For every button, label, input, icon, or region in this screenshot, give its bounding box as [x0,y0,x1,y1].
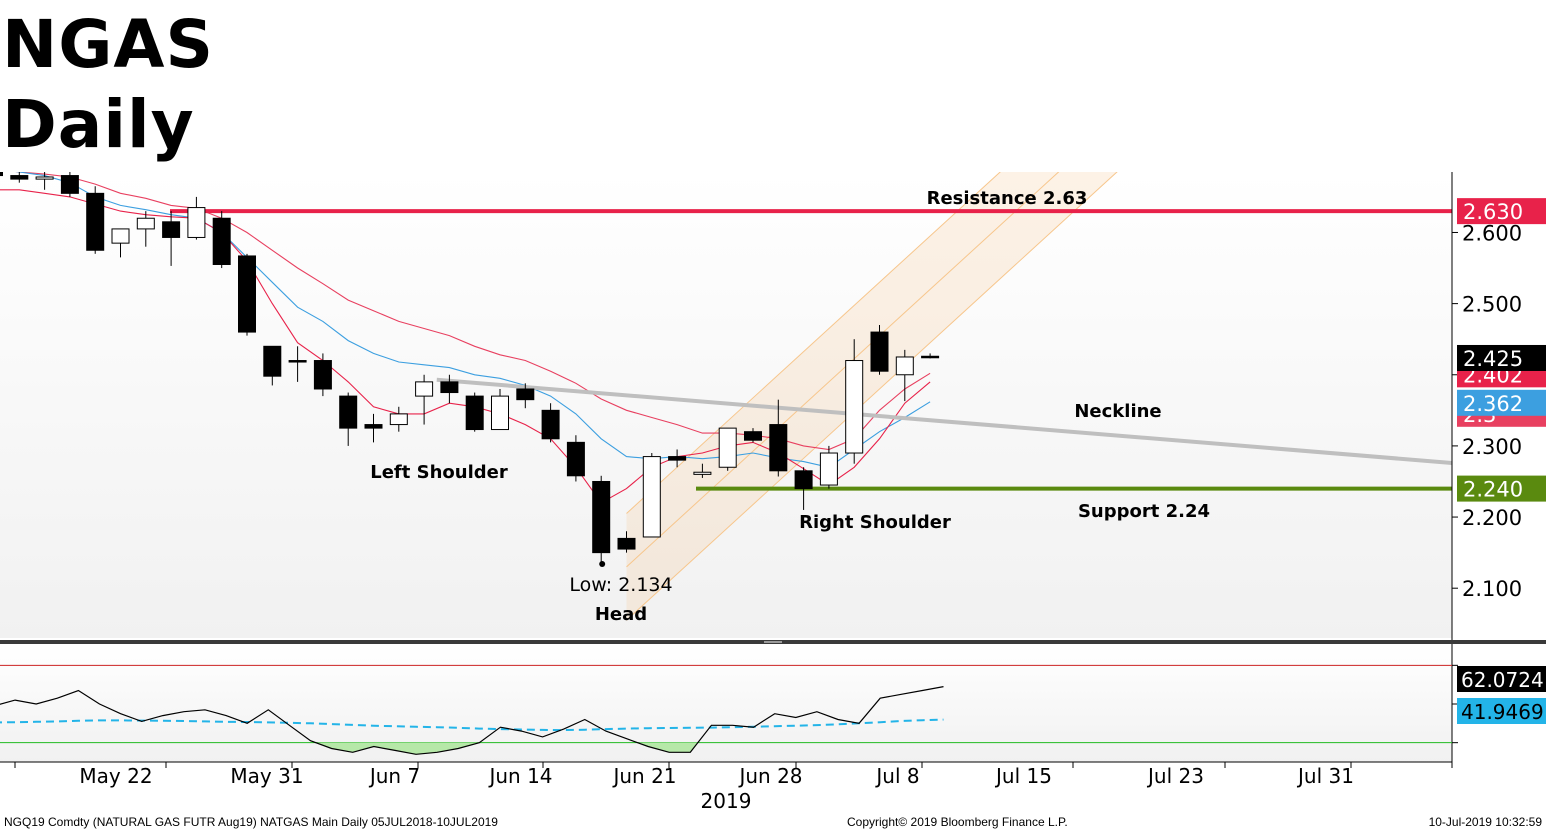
trend-channel-lower [626,172,1118,621]
resistance-price-badge: 2.630 [1457,198,1546,225]
time-axis-label: Jun 14 [487,764,552,788]
rsi-oversold-fill [315,742,480,755]
candle-body [744,431,762,441]
rsi-value-badge: 62.0724 [1457,666,1546,692]
rsi-line [0,686,944,755]
candle-body [491,395,509,431]
price-badge: 2.425 [1457,344,1546,371]
candle-body [794,470,813,490]
candle-body [693,471,712,475]
time-axis-label: Jul 15 [994,764,1052,788]
time-axis-label: Jul 23 [1146,764,1204,788]
candle-body [212,217,231,265]
panel-resize-handle [764,641,782,643]
price-badge-bg [1457,389,1546,416]
time-axis-year: 2019 [701,789,752,813]
rsi-value-badge-bg [1457,666,1546,692]
time-axis-label: Jun 7 [368,764,420,788]
candle-body [921,355,940,359]
candle-body [364,424,383,429]
trend-channel-mid [626,172,1060,568]
candle-body [60,175,79,194]
annotation-label: Head [595,604,647,625]
rsi-value-badge-text: 41.9469 [1461,700,1544,724]
time-axis-label: May 22 [79,764,152,788]
rsi-value-badge-bg [1457,698,1546,724]
support-price-badge-text: 2.240 [1463,478,1523,502]
resistance-label: Resistance 2.63 [927,188,1088,209]
rsi-oversold-fill [637,742,698,753]
candle-body [617,537,636,550]
candle-body [86,192,105,251]
footer-security-info: NGQ19 Comdty (NATURAL GAS FUTR Aug19) NA… [4,815,498,829]
candle-body [111,228,130,244]
rsi-value-badge-text: 62.0724 [1461,668,1544,692]
rsi-panel-background [0,646,1452,762]
candle-body [389,413,408,426]
time-axis-label: Jun 21 [611,764,676,788]
price-badge: 2.362 [1457,389,1546,416]
candle-body [541,409,560,440]
main-plot-area: Left Shoulder Low: 2.134 Head Right Shoulde… [0,172,1452,625]
candle-body [668,456,687,461]
candle-body [440,381,459,394]
candle-body [415,381,434,397]
support-label: Support 2.24 [1078,501,1210,522]
price-axis-label: 2.200 [1462,506,1522,530]
price-badge-text: 2.425 [1463,347,1523,371]
candle-body [516,388,535,401]
time-axis-label: Jul 31 [1296,764,1354,788]
trend-channel-upper [626,172,1001,514]
footer-timestamp: 10-Jul-2019 10:32:59 [1428,815,1542,829]
candle-body [162,221,181,238]
candle-body [465,395,484,431]
candle-body [566,441,585,477]
candle-body [870,331,889,372]
neckline [436,377,1452,465]
annotation-label: Right Shoulder [799,512,951,533]
price-axis-label: 2.100 [1462,577,1522,601]
candle-body [35,176,54,180]
candle-body [238,255,256,333]
time-axis-label: May 31 [230,764,303,788]
time-axis-label: Jul 8 [874,764,919,788]
resistance-price-badge-bg [1457,198,1546,225]
price-axis-label: 2.500 [1462,293,1522,317]
candle-body [136,217,155,230]
candle-body [313,360,332,390]
price-badge-bg [1457,344,1546,371]
neckline-label: Neckline [1074,401,1161,422]
candle-body [339,395,358,429]
candle-body [718,427,737,468]
rsi-signal-line [0,718,944,732]
footer-copyright: Copyright© 2019 Bloomberg Finance L.P. [847,815,1068,829]
support-price-badge-bg [1457,475,1546,502]
candle-body [288,360,307,363]
rsi-value-badge: 41.9469 [1457,698,1546,724]
candle-body [769,424,788,472]
low-marker [599,561,606,568]
candle-body [895,356,914,376]
price-axis-label: 2.300 [1462,435,1522,459]
annotation-label: Low: 2.134 [569,574,672,596]
rsi-plot-area [0,664,1452,755]
candle-body [263,345,282,377]
resistance-price-badge-text: 2.630 [1463,200,1523,224]
candle-body [0,172,3,177]
price-badge-text: 2.362 [1463,392,1523,416]
annotation-label: Left Shoulder [370,462,508,483]
candle-body [592,480,611,554]
support-price-badge: 2.240 [1457,475,1546,502]
time-axis-label: Jun 28 [737,764,802,788]
chart-title-line1: NGAS [2,6,215,83]
price-axis-label: 2.600 [1462,221,1522,245]
chart-title-line2: Daily [2,86,195,163]
candle-body [845,360,864,454]
candle-body [642,456,661,538]
candle-body [819,452,838,486]
candle-body [10,175,29,180]
candle-body [187,207,206,238]
